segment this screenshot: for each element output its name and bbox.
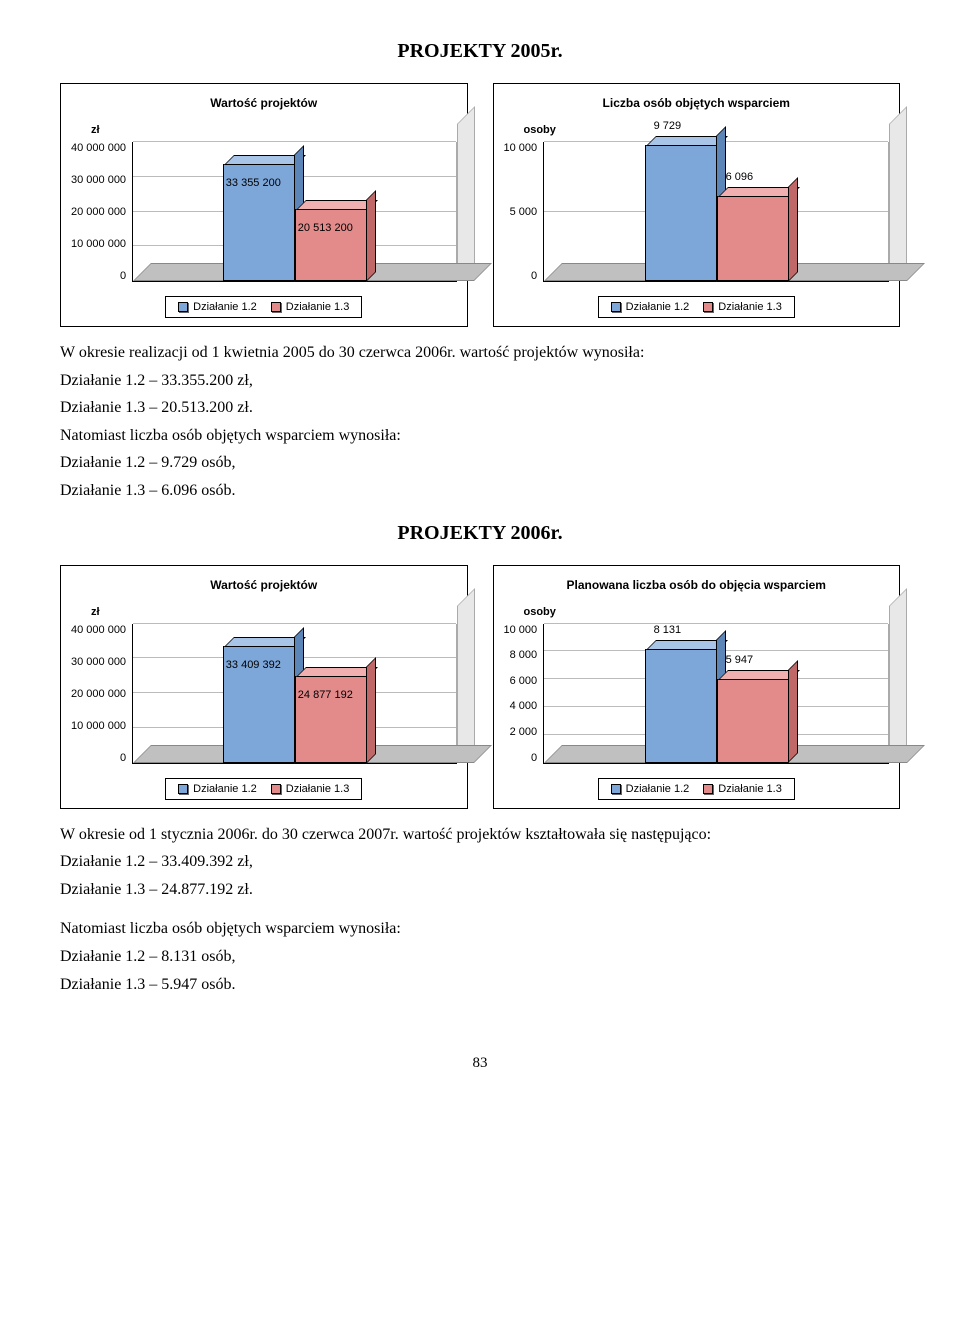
ytick: 10 000 000 bbox=[71, 238, 126, 250]
ytick: 6 000 bbox=[510, 675, 538, 687]
chart2-unit: osoby bbox=[524, 124, 556, 136]
ytick: 20 000 000 bbox=[71, 688, 126, 700]
para-line: Natomiast liczba osób objętych wsparciem… bbox=[60, 918, 900, 940]
ytick: 30 000 000 bbox=[71, 656, 126, 668]
legend-label: Działanie 1.3 bbox=[286, 783, 350, 795]
bar-value-label: 5 947 bbox=[726, 654, 754, 666]
chart1-title: Wartość projektów bbox=[210, 96, 317, 110]
page-title-2005: PROJEKTY 2005r. bbox=[60, 40, 900, 63]
chart-bar: 33 355 200 bbox=[223, 164, 295, 281]
chart4-legend: Działanie 1.2 Działanie 1.3 bbox=[598, 778, 795, 800]
para-line: Natomiast liczba osób objętych wsparciem… bbox=[60, 425, 900, 447]
chart3-legend: Działanie 1.2 Działanie 1.3 bbox=[165, 778, 362, 800]
chart-bar: 9 729 bbox=[645, 145, 717, 281]
chart-row-2006: Wartość projektów zł 40 000 000 30 000 0… bbox=[60, 565, 900, 809]
para-line: Działanie 1.2 – 9.729 osób, bbox=[60, 452, 900, 474]
chart1-plot: 33 355 200 20 513 200 bbox=[132, 142, 456, 282]
para-2005-intro: W okresie realizacji od 1 kwietnia 2005 … bbox=[60, 342, 900, 364]
legend-label: Działanie 1.3 bbox=[718, 783, 782, 795]
chart4-unit: osoby bbox=[524, 606, 556, 618]
chart1-legend: Działanie 1.2 Działanie 1.3 bbox=[165, 296, 362, 318]
ytick: 30 000 000 bbox=[71, 174, 126, 186]
chart2-yaxis: 10 000 5 000 0 bbox=[504, 142, 544, 282]
chart-bar: 24 877 192 bbox=[295, 676, 367, 763]
chart4-plot: 8 1315 947 bbox=[543, 624, 889, 764]
ytick: 20 000 000 bbox=[71, 206, 126, 218]
chart-bar: 20 513 200 bbox=[295, 209, 367, 281]
chart2-legend: Działanie 1.2 Działanie 1.3 bbox=[598, 296, 795, 318]
ytick: 0 bbox=[120, 752, 126, 764]
bar-value-label: 8 131 bbox=[654, 624, 682, 636]
ytick: 2 000 bbox=[510, 726, 538, 738]
ytick: 10 000 bbox=[504, 624, 538, 636]
ytick: 5 000 bbox=[510, 206, 538, 218]
ytick: 4 000 bbox=[510, 700, 538, 712]
chart3-yaxis: 40 000 000 30 000 000 20 000 000 10 000 … bbox=[71, 624, 132, 764]
bar-value-label: 9 729 bbox=[654, 120, 682, 132]
para-line: Działanie 1.3 – 20.513.200 zł. bbox=[60, 397, 900, 419]
para-2006-intro: W okresie od 1 stycznia 2006r. do 30 cze… bbox=[60, 824, 900, 846]
chart-bar: 8 131 bbox=[645, 649, 717, 763]
bar-value-label: 20 513 200 bbox=[298, 222, 353, 234]
para-line: Działanie 1.3 – 6.096 osób. bbox=[60, 480, 900, 502]
para-line: Działanie 1.2 – 33.355.200 zł, bbox=[60, 370, 900, 392]
legend-label: Działanie 1.3 bbox=[286, 301, 350, 313]
ytick: 8 000 bbox=[510, 649, 538, 661]
chart2-title: Liczba osób objętych wsparciem bbox=[603, 96, 790, 110]
ytick: 10 000 bbox=[504, 142, 538, 154]
ytick: 0 bbox=[120, 270, 126, 282]
chart-row-2005: Wartość projektów zł 40 000 000 30 000 0… bbox=[60, 83, 900, 327]
page-number: 83 bbox=[60, 1055, 900, 1072]
chart3-title: Wartość projektów bbox=[210, 578, 317, 592]
chart-wartosc-2006: Wartość projektów zł 40 000 000 30 000 0… bbox=[60, 565, 468, 809]
bar-value-label: 24 877 192 bbox=[298, 689, 353, 701]
chart1-yaxis: 40 000 000 30 000 000 20 000 000 10 000 … bbox=[71, 142, 132, 282]
bar-value-label: 33 409 392 bbox=[226, 659, 281, 671]
legend-label: Działanie 1.2 bbox=[626, 783, 690, 795]
legend-label: Działanie 1.3 bbox=[718, 301, 782, 313]
ytick: 0 bbox=[531, 752, 537, 764]
ytick: 40 000 000 bbox=[71, 142, 126, 154]
chart1-unit: zł bbox=[91, 124, 100, 136]
chart-osoby-2006: Planowana liczba osób do objęcia wsparci… bbox=[493, 565, 901, 809]
bar-value-label: 6 096 bbox=[726, 171, 754, 183]
para-line: Działanie 1.2 – 33.409.392 zł, bbox=[60, 851, 900, 873]
chart4-yaxis: 10 000 8 000 6 000 4 000 2 000 0 bbox=[504, 624, 544, 764]
chart3-unit: zł bbox=[91, 606, 100, 618]
chart-bar: 33 409 392 bbox=[223, 646, 295, 763]
para-line: Działanie 1.3 – 24.877.192 zł. bbox=[60, 879, 900, 901]
chart3-plot: 33 409 392 24 877 192 bbox=[132, 624, 456, 764]
legend-label: Działanie 1.2 bbox=[193, 783, 257, 795]
page-title-2006: PROJEKTY 2006r. bbox=[60, 522, 900, 545]
para-line: Działanie 1.3 – 5.947 osób. bbox=[60, 974, 900, 996]
chart-osoby-2005: Liczba osób objętych wsparciem osoby 10 … bbox=[493, 83, 901, 327]
ytick: 0 bbox=[531, 270, 537, 282]
legend-label: Działanie 1.2 bbox=[193, 301, 257, 313]
ytick: 10 000 000 bbox=[71, 720, 126, 732]
chart2-plot: 9 7296 096 bbox=[543, 142, 889, 282]
chart-wartosc-2005: Wartość projektów zł 40 000 000 30 000 0… bbox=[60, 83, 468, 327]
legend-label: Działanie 1.2 bbox=[626, 301, 690, 313]
chart-bar: 6 096 bbox=[717, 196, 789, 281]
chart-bar: 5 947 bbox=[717, 679, 789, 762]
para-line: Działanie 1.2 – 8.131 osób, bbox=[60, 946, 900, 968]
ytick: 40 000 000 bbox=[71, 624, 126, 636]
bar-value-label: 33 355 200 bbox=[226, 177, 281, 189]
chart4-title: Planowana liczba osób do objęcia wsparci… bbox=[567, 578, 826, 592]
